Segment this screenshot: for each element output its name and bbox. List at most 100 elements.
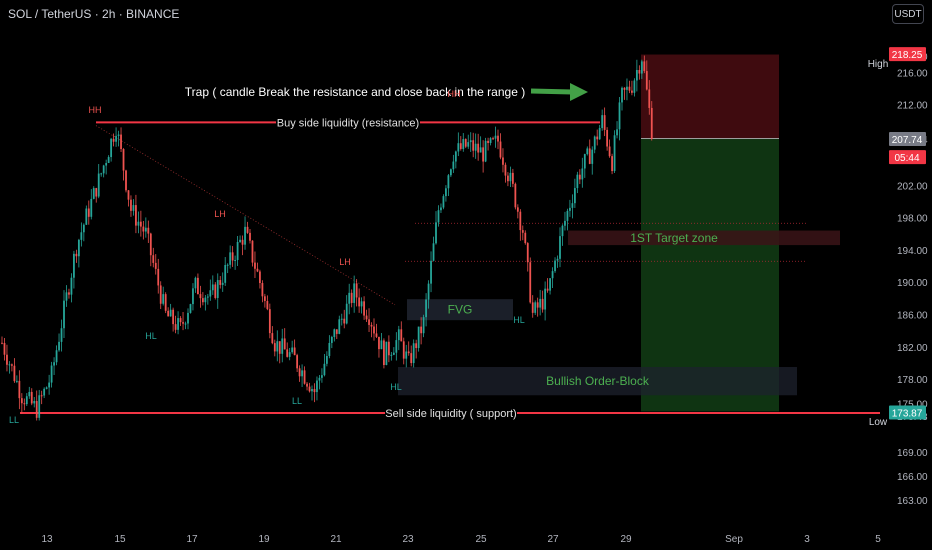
- candle-body: [603, 115, 606, 130]
- candle-body: [261, 283, 264, 297]
- candle-body: [35, 400, 38, 418]
- high-label: High: [868, 59, 889, 70]
- candle-body: [142, 226, 145, 232]
- candle-body: [189, 304, 192, 313]
- price-tick: 212.00: [897, 101, 928, 112]
- price-label[interactable]: 05:44: [894, 153, 919, 164]
- candle-body: [169, 309, 172, 317]
- candle-body: [112, 138, 115, 142]
- stop-zone[interactable]: [641, 54, 779, 139]
- candle-body: [596, 136, 599, 140]
- candle-body: [283, 338, 286, 350]
- candle-body: [358, 297, 361, 307]
- candle-body: [43, 388, 46, 396]
- candle-body: [276, 341, 279, 352]
- candle-body: [487, 140, 489, 144]
- candle-body: [107, 157, 110, 164]
- price-label[interactable]: 207.74: [892, 135, 923, 146]
- candle-body: [554, 260, 556, 272]
- candle-body: [400, 329, 403, 342]
- candle-body: [648, 89, 651, 108]
- currency-button[interactable]: USDT: [892, 4, 924, 24]
- candle-body: [534, 302, 537, 313]
- swing-label: HH: [448, 89, 461, 99]
- candle-body: [70, 277, 73, 295]
- candle-body: [115, 135, 117, 142]
- support-label-bg: [385, 405, 517, 422]
- price-label[interactable]: 218.25: [892, 50, 923, 61]
- time-tick: 19: [258, 534, 270, 545]
- candle-body: [435, 222, 437, 244]
- candle-body: [524, 232, 527, 244]
- candle-body: [509, 172, 512, 182]
- candle-body: [479, 147, 482, 153]
- candle-body: [340, 318, 343, 320]
- candle-body: [77, 239, 80, 257]
- candle-body: [162, 294, 165, 304]
- candle-body: [139, 221, 142, 227]
- candle-body: [226, 264, 229, 266]
- candle-body: [211, 284, 214, 291]
- candle-body: [65, 292, 68, 301]
- candle-body: [234, 259, 237, 261]
- swing-label: LH: [214, 209, 226, 219]
- zone-box[interactable]: [568, 230, 840, 246]
- candle-body: [6, 354, 8, 365]
- candle-body: [430, 260, 432, 284]
- zone-box[interactable]: [398, 367, 797, 396]
- time-tick: 13: [41, 534, 53, 545]
- price-axis[interactable]: 218.00216.00212.00207.74202.00198.00194.…: [868, 47, 928, 507]
- time-axis[interactable]: 13 15 17 19 21 23 25 27 29 Sep 3 5: [41, 534, 881, 545]
- candle-body: [447, 175, 450, 189]
- candle-body: [102, 165, 105, 174]
- candle-body: [511, 172, 514, 184]
- candle-body: [216, 280, 219, 298]
- candle-body: [551, 271, 554, 279]
- candle-body: [100, 173, 103, 175]
- candle-body: [246, 226, 249, 233]
- candle-body: [221, 282, 224, 285]
- candle-body: [368, 319, 370, 325]
- swing-label: HL: [513, 315, 525, 325]
- candle-body: [87, 208, 90, 217]
- candle-body: [25, 396, 28, 405]
- symbol-title[interactable]: SOL / TetherUS · 2h · BINANCE: [8, 7, 180, 21]
- candle-body: [38, 395, 41, 418]
- candle-body: [454, 151, 457, 162]
- price-tick: 194.00: [897, 246, 928, 257]
- candle-body: [417, 326, 420, 349]
- candles-layer: [1, 55, 653, 421]
- candle-body: [251, 240, 254, 263]
- candle-body: [494, 135, 497, 139]
- profit-zone[interactable]: [641, 138, 779, 412]
- zones-layer: [398, 54, 840, 412]
- candle-body: [281, 338, 284, 354]
- candle-body: [504, 164, 507, 176]
- price-label[interactable]: 173.87: [892, 408, 923, 419]
- candle-body: [390, 354, 393, 356]
- resistance-label-bg: [276, 114, 420, 131]
- candle-body: [420, 326, 423, 334]
- candle-body: [244, 226, 246, 245]
- swing-label: HL: [145, 331, 157, 341]
- candle-body: [549, 278, 551, 291]
- candle-body: [407, 351, 410, 354]
- candle-body: [45, 387, 48, 389]
- candle-body: [179, 318, 182, 323]
- candle-body: [626, 86, 628, 90]
- candle-body: [172, 309, 175, 325]
- candle-body: [345, 303, 348, 324]
- time-tick: Sep: [725, 534, 743, 545]
- candle-body: [296, 355, 299, 369]
- candle-body: [502, 157, 504, 165]
- candle-body: [3, 342, 6, 355]
- candle-body: [325, 355, 328, 364]
- candle-body: [489, 138, 492, 144]
- candle-body: [259, 271, 261, 284]
- candle-body: [380, 340, 383, 350]
- candle-body: [539, 298, 542, 308]
- candle-body: [492, 138, 494, 140]
- candle-body: [187, 312, 189, 324]
- zone-box[interactable]: [407, 299, 513, 321]
